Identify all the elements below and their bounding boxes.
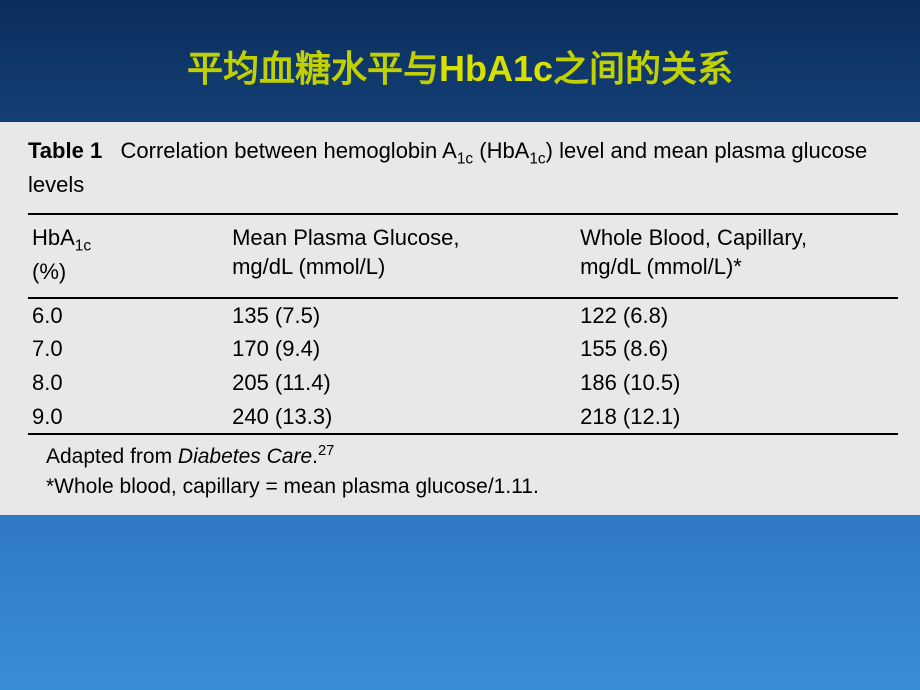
table-footnote: Adapted from Diabetes Care.27*Whole bloo… <box>28 441 898 501</box>
table-header-row: HbA1c(%) Mean Plasma Glucose,mg/dL (mmol… <box>28 214 898 298</box>
cell-plasma: 135 (7.5) <box>228 298 576 333</box>
slide-container: 平均血糖水平与HbA1c之间的关系 Table 1 Correlation be… <box>0 0 920 690</box>
table-caption: Table 1 Correlation between hemoglobin A… <box>28 136 898 201</box>
cell-hba1c: 7.0 <box>28 332 228 366</box>
title-part1: 平均血糖水平与 <box>187 48 439 89</box>
footnote-italic: Diabetes Care <box>178 445 312 468</box>
table-body: 6.0 135 (7.5) 122 (6.8) 7.0 170 (9.4) 15… <box>28 298 898 435</box>
slide-title: 平均血糖水平与HbA1c之间的关系 <box>0 0 920 122</box>
footnote-line1-before: Adapted from <box>46 445 178 468</box>
cell-blood: 155 (8.6) <box>576 332 898 366</box>
title-part2: HbA1c <box>439 48 553 89</box>
footnote-line2: *Whole blood, capillary = mean plasma gl… <box>46 475 539 498</box>
cell-plasma: 170 (9.4) <box>228 332 576 366</box>
caption-sub1: 1c <box>457 150 473 167</box>
header-blood: Whole Blood, Capillary,mg/dL (mmol/L)* <box>576 214 898 298</box>
cell-blood: 218 (12.1) <box>576 400 898 435</box>
table-row: 7.0 170 (9.4) 155 (8.6) <box>28 332 898 366</box>
table-row: 9.0 240 (13.3) 218 (12.1) <box>28 400 898 435</box>
cell-blood: 122 (6.8) <box>576 298 898 333</box>
caption-sub2: 1c <box>529 150 545 167</box>
cell-hba1c: 6.0 <box>28 298 228 333</box>
caption-label: Table 1 <box>28 138 102 163</box>
footnote-sup: 27 <box>318 443 334 459</box>
cell-blood: 186 (10.5) <box>576 366 898 400</box>
header-hba1c: HbA1c(%) <box>28 214 228 298</box>
header-plasma: Mean Plasma Glucose,mg/dL (mmol/L) <box>228 214 576 298</box>
cell-hba1c: 9.0 <box>28 400 228 435</box>
cell-plasma: 240 (13.3) <box>228 400 576 435</box>
caption-text-before: Correlation between hemoglobin A <box>121 138 457 163</box>
cell-hba1c: 8.0 <box>28 366 228 400</box>
title-part3: 之间的关系 <box>553 48 733 89</box>
table-row: 6.0 135 (7.5) 122 (6.8) <box>28 298 898 333</box>
caption-text-mid: (HbA <box>473 138 529 163</box>
table-container: Table 1 Correlation between hemoglobin A… <box>0 122 920 515</box>
table-row: 8.0 205 (11.4) 186 (10.5) <box>28 366 898 400</box>
data-table: HbA1c(%) Mean Plasma Glucose,mg/dL (mmol… <box>28 213 898 436</box>
cell-plasma: 205 (11.4) <box>228 366 576 400</box>
